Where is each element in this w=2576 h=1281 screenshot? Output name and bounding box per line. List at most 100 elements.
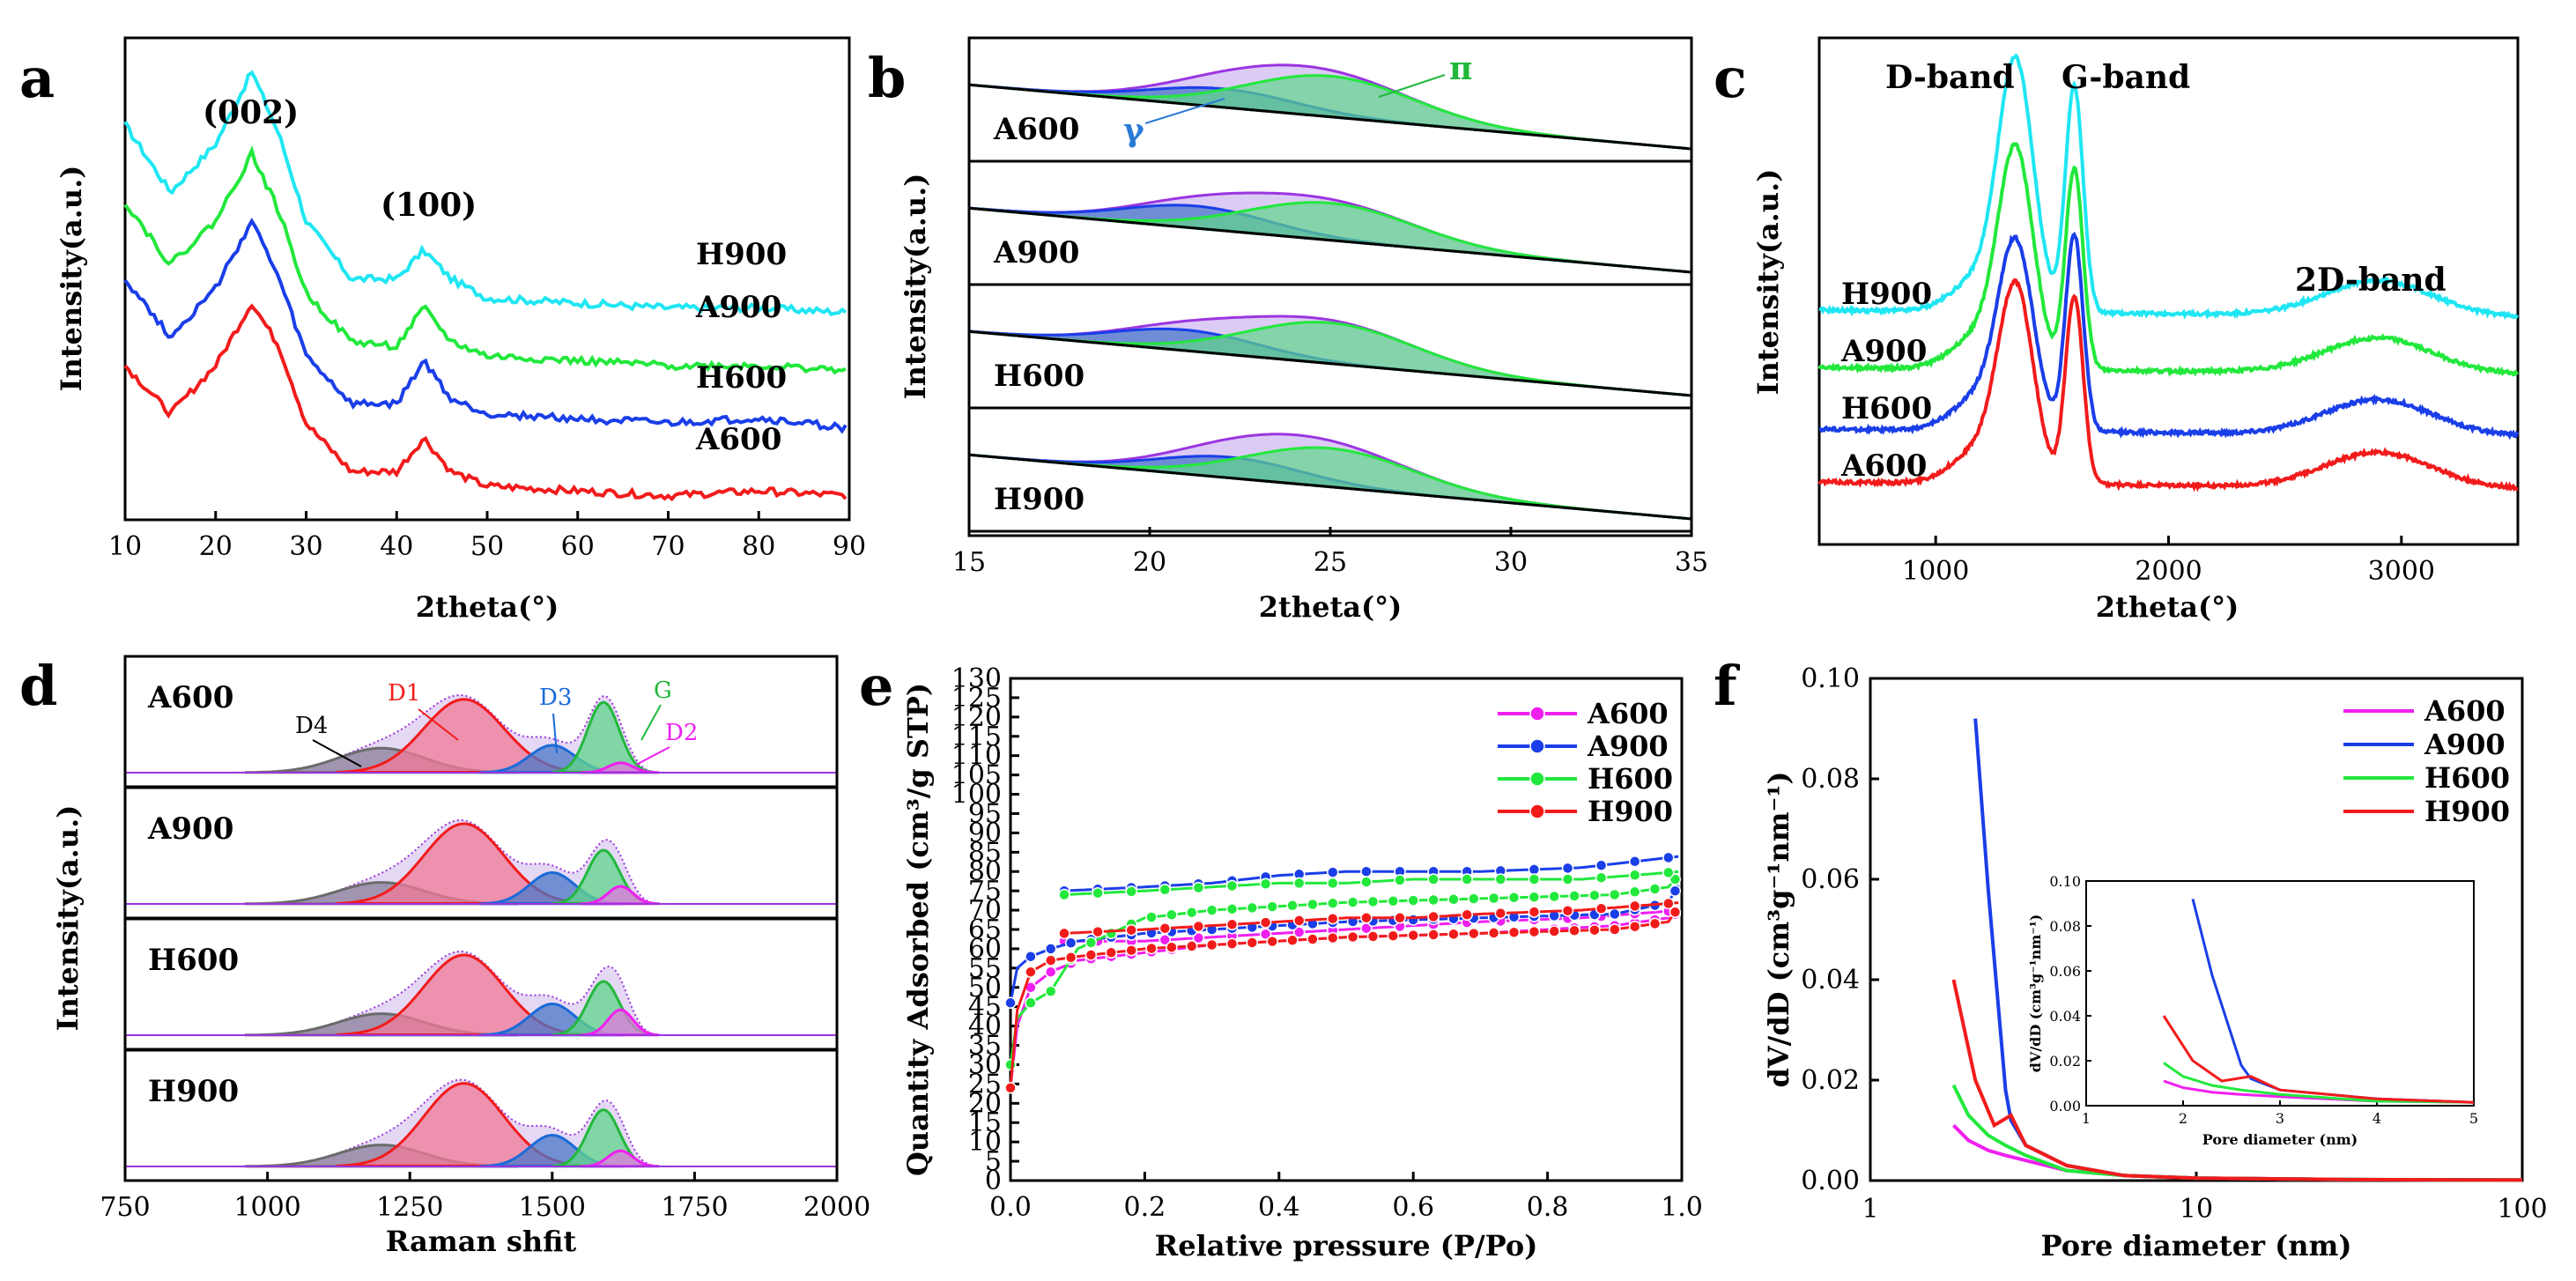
panel-c-label-a600: A600 [1840, 448, 1927, 484]
panel-a-line-A900 [123, 145, 847, 375]
panel-d-d2-arrow [635, 746, 670, 766]
panel-e-point-H900 [1225, 918, 1239, 931]
panel-e-ytick-label-30: 30 [968, 1049, 1002, 1080]
panel-e-ytick-label-60: 60 [968, 934, 1002, 965]
panel-f-ytick-label-0.02: 0.02 [1801, 1065, 1860, 1096]
panel-e-point-H900 [1548, 925, 1560, 937]
panel-d-xtick-label-750: 750 [100, 1192, 150, 1223]
panel-a-xtick-label-50: 50 [470, 531, 504, 562]
panel-e-ytick-label-15: 15 [968, 1107, 1002, 1138]
panel-f-series [1951, 718, 2523, 1182]
panel-e-point-H900 [1669, 906, 1682, 919]
panel-e-xtick-label-0.8: 0.8 [1527, 1192, 1569, 1223]
panel-e-label: e [859, 654, 893, 718]
panel-e-point-H600 [1548, 890, 1560, 903]
panel-b-gamma-label: γ [1123, 112, 1144, 149]
panel-b: b A600 A900 H600 H900 15 20 25 30 35 π γ 2theta… [868, 36, 1708, 624]
panel-e-point-H900 [1568, 924, 1580, 937]
panel-e-point-H900 [1528, 906, 1541, 918]
panel-e-point-H600 [1468, 892, 1480, 905]
panel-e-point-H900 [1447, 928, 1460, 941]
panel-c-xlabel: 2theta(°) [2096, 590, 2239, 624]
panel-b-x-ticks: 15 20 25 30 35 [952, 527, 1708, 578]
panel-c-label-a900: A900 [1840, 334, 1927, 369]
panel-f-inset-ytick-label-0.06: 0.06 [2049, 963, 2081, 980]
panel-e-point-H900 [1158, 922, 1172, 935]
panel-e-point-H900 [1205, 938, 1218, 951]
panel-e-point-H900 [1595, 902, 1608, 915]
panel-e-point-H900 [1166, 941, 1178, 953]
panel-a-line-H600 [123, 217, 848, 434]
panel-e-point-A600 [1259, 928, 1272, 941]
panel-a-peak-100: (100) [381, 187, 477, 224]
panel-e-point-H600 [1609, 888, 1621, 901]
panel-b-baseline-H900 [968, 453, 1692, 521]
panel-e-ytick-label-5: 5 [985, 1146, 1002, 1177]
panel-d-label: d [19, 654, 57, 718]
panel-e-point-H900 [1004, 1082, 1017, 1094]
panel-e-ytick-label-85: 85 [968, 837, 1002, 868]
panel-d-sub-label-A900: A900 [147, 811, 233, 847]
panel-b-baseline-H600 [968, 330, 1692, 397]
panel-a-peak-002: (002) [203, 94, 299, 131]
panel-f-inset-xtick-label-3: 3 [2276, 1110, 2284, 1127]
panel-d-peak-G-A600 [551, 700, 654, 774]
panel-f-inset-frame [2085, 880, 2475, 1107]
panel-f: f 1 10 100 0.00 0.02 0.04 0.06 0.08 0.10 A600A90… [1714, 654, 2548, 1262]
panel-e-point-H600 [1246, 901, 1259, 914]
panel-f-legend-label-H900: H900 [2424, 795, 2510, 828]
panel-e: e 0.0 0.2 0.4 0.6 0.8 1.0 05101520253035404550… [859, 654, 1703, 1262]
panel-e-point-H900 [1307, 933, 1319, 945]
panel-e-point-H900 [1528, 925, 1541, 938]
panel-b-sub-label-H900: H900 [994, 482, 1084, 517]
panel-e-point-H600 [1595, 871, 1608, 884]
panel-e-point-H600 [1427, 893, 1440, 907]
panel-a-ylabel: Intensity(a.u.) [55, 166, 88, 392]
panel-e-point-H600 [1628, 869, 1641, 882]
panel-e-ytick-label-125: 125 [951, 683, 1002, 714]
panel-e-point-H900 [1192, 920, 1205, 933]
panel-a: a 10 20 30 40 50 60 70 80 90 (002) (100) H900 A9… [19, 36, 866, 624]
panel-e-point-H600 [1025, 996, 1037, 1010]
panel-c-label-h600: H600 [1841, 391, 1932, 426]
panel-c-label: c [1714, 46, 1747, 110]
panel-c-line-H900 [1818, 53, 2520, 321]
panel-d-peak-D2-A600 [580, 761, 660, 774]
panel-d-xlabel: Raman shfit [386, 1225, 577, 1258]
panel-f-inset-line-H600 [2163, 1062, 2475, 1104]
panel-e-point-H900 [1292, 914, 1306, 927]
panel-b-baseline-A600 [968, 83, 1692, 151]
panel-d-x-ticks: 750 1000 1250 1500 1750 2000 [100, 1172, 870, 1223]
panel-e-point-A900 [1595, 859, 1608, 871]
panel-e-point-H600 [1528, 873, 1541, 885]
panel-f-inset: 1 2 3 4 5 0.00 0.02 0.04 0.06 0.08 0.10 Pore diamet… [2027, 873, 2478, 1148]
panel-e-ytick-label-100: 100 [951, 780, 1002, 811]
panel-c-series [1817, 53, 2520, 492]
panel-f-inset-ytick-label-0.02: 0.02 [2049, 1053, 2081, 1070]
panel-e-point-H900 [1588, 923, 1601, 937]
panel-e-point-H600 [1327, 877, 1339, 890]
panel-c-line-A900 [1817, 142, 2520, 378]
panel-e-point-H600 [1447, 893, 1460, 906]
panel-e-point-H900 [1266, 935, 1278, 948]
panel-e-point-A900 [1004, 996, 1017, 1010]
panel-e-point-H600 [1327, 897, 1339, 909]
panel-e-point-A900 [1044, 943, 1057, 955]
panel-c-g-band: G-band [2062, 59, 2190, 96]
panel-d-g-arrow [640, 704, 662, 741]
panel-a-xtick-label-90: 90 [833, 531, 866, 562]
panel-b-ylabel: Intensity(a.u.) [899, 174, 932, 400]
panel-b-sub-label-A900: A900 [993, 235, 1079, 270]
panel-b-gamma-arrow [1144, 98, 1225, 124]
panel-d-xtick-label-2000: 2000 [803, 1192, 870, 1223]
panel-f-inset-xlabel: Pore diameter (nm) [2202, 1131, 2358, 1148]
panel-e-point-A600 [1292, 926, 1306, 938]
panel-e-point-H600 [1292, 877, 1306, 890]
panel-e-point-H600 [1662, 866, 1675, 879]
panel-e-ytick-label-70: 70 [968, 895, 1002, 926]
panel-e-point-H600 [1185, 906, 1198, 919]
panel-e-point-H600 [1568, 890, 1580, 902]
panel-e-point-H600 [1528, 891, 1541, 903]
panel-e-point-H600 [1004, 1058, 1017, 1071]
